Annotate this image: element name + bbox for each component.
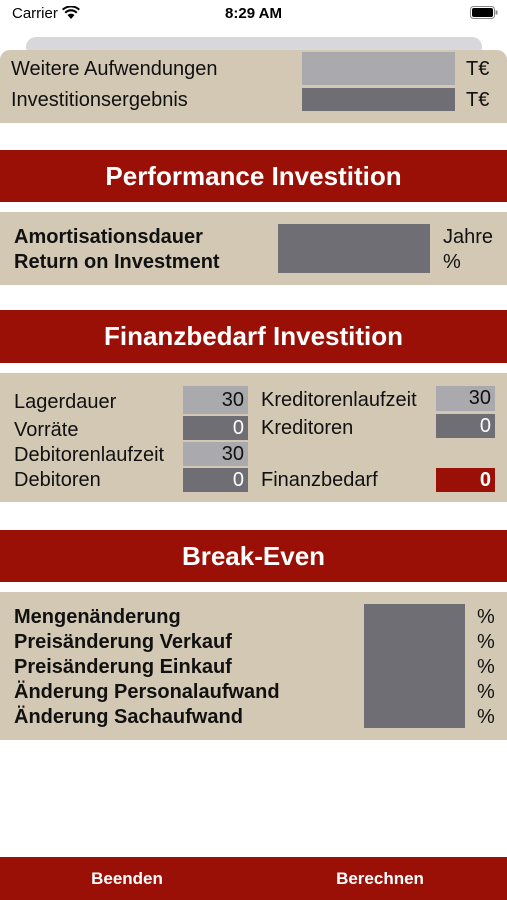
quit-button[interactable]: Beenden — [91, 869, 163, 888]
unit: T€ — [466, 89, 490, 111]
output-field: 0 — [436, 414, 495, 438]
unit: Jahre — [443, 226, 494, 248]
label: Änderung Sachaufwand — [14, 706, 243, 728]
section-header: Performance Investition — [0, 150, 507, 202]
output-field — [364, 604, 465, 728]
output-field — [278, 224, 430, 273]
unit: % — [477, 606, 495, 628]
unit: % — [477, 681, 495, 703]
unit: % — [477, 631, 495, 653]
output-field: 0 — [183, 416, 248, 440]
label: Finanzbedarf — [261, 469, 378, 491]
label: Investitionsergebnis — [11, 89, 188, 111]
input-field[interactable]: 30 — [183, 442, 248, 466]
label: Kreditoren — [261, 417, 354, 439]
wifi-icon — [62, 6, 80, 19]
label: Lagerdauer — [14, 391, 117, 413]
label: Vorräte — [14, 419, 79, 441]
section-header: Finanzbedarf Investition — [0, 310, 507, 363]
output-field — [302, 88, 455, 111]
toolbar — [0, 857, 507, 900]
label: Return on Investment — [14, 251, 220, 273]
section-header: Break-Even — [0, 530, 507, 582]
label: Debitorenlaufzeit — [14, 444, 165, 466]
label: Preisänderung Einkauf — [14, 656, 232, 678]
label: Änderung Personalaufwand — [14, 681, 280, 703]
unit: % — [443, 251, 461, 273]
battery-icon — [470, 6, 498, 19]
input-field[interactable]: 30 — [436, 386, 495, 411]
label: Amortisationsdauer — [14, 226, 203, 248]
clock: 8:29 AM — [225, 5, 282, 22]
label: Mengenänderung — [14, 606, 181, 628]
output-field: 0 — [183, 468, 248, 492]
unit: T€ — [466, 58, 490, 80]
input-field[interactable]: 30 — [183, 386, 248, 414]
label: Preisänderung Verkauf — [14, 631, 232, 653]
label: Weitere Aufwendungen — [11, 58, 218, 80]
output-field: 0 — [436, 468, 495, 492]
output-field — [302, 52, 455, 85]
carrier: Carrier — [12, 5, 58, 22]
finanzbedarf-panel — [0, 373, 507, 502]
label: Debitoren — [14, 469, 101, 491]
unit: % — [477, 706, 495, 728]
label: Kreditorenlaufzeit — [261, 389, 417, 411]
compute-button[interactable]: Berechnen — [336, 869, 424, 888]
unit: % — [477, 656, 495, 678]
